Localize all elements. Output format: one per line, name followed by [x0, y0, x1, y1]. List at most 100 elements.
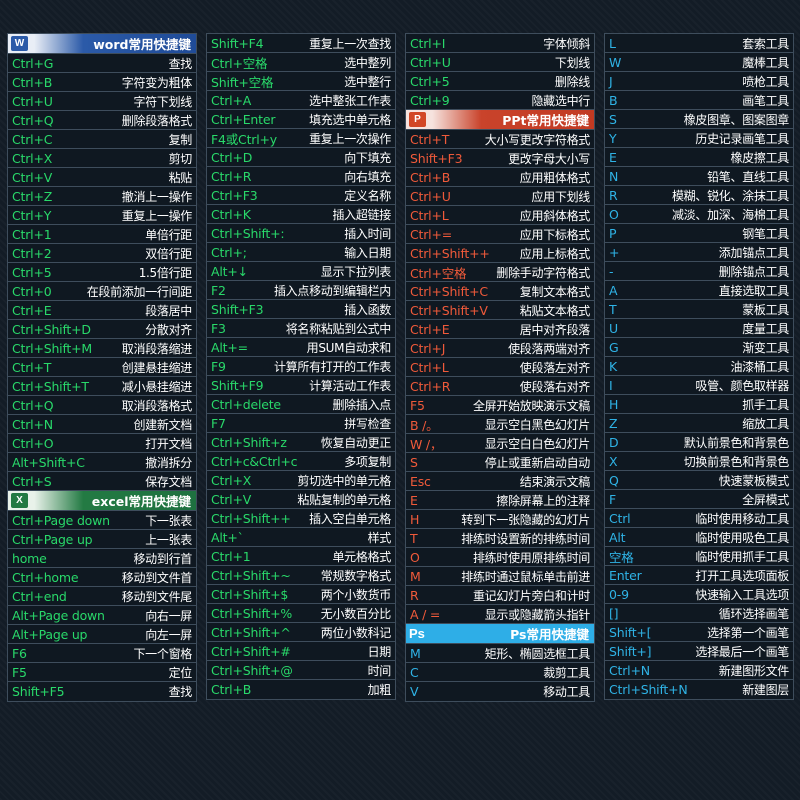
- shortcut-key: Enter: [609, 567, 642, 583]
- shortcut-key: B /。: [410, 417, 439, 433]
- shortcut-description: 移动到文件尾: [121, 589, 193, 604]
- shortcut-key: X: [609, 453, 618, 469]
- shortcut-key: Ctrl+Shift+$: [211, 586, 289, 602]
- shortcut-description: 删除插入点: [332, 397, 391, 412]
- shortcut-key: Ctrl+Page up: [12, 531, 93, 547]
- shortcut-row: S 橡皮图章、图案图章: [605, 110, 793, 129]
- shortcut-row: Ctrl+; 输入日期: [207, 243, 395, 262]
- shortcut-row: Shift+F3 插入函数: [207, 300, 395, 319]
- shortcut-description: 样式: [367, 530, 392, 545]
- shortcut-description: 油漆桶工具: [730, 359, 789, 374]
- shortcut-row: Ctrl+Z 撤消上一操作: [8, 187, 196, 206]
- shortcut-description: 停止或重新启动自动: [484, 455, 591, 470]
- shortcut-key: Ctrl+c&Ctrl+c: [211, 453, 298, 469]
- shortcut-row: F5 全屏开始放映演示文稿: [406, 396, 594, 415]
- shortcut-description: 吸管、颜色取样器: [695, 378, 789, 393]
- shortcut-key: -: [609, 263, 614, 279]
- shortcut-key: Ctrl+Shift+%: [211, 605, 293, 621]
- shortcut-key: S: [410, 454, 418, 470]
- shortcut-row: I 吸管、颜色取样器: [605, 376, 793, 395]
- shortcut-row: Ctrl+0 在段前添加一行间距: [8, 282, 196, 301]
- shortcut-description: 临时使用抓手工具: [695, 549, 789, 564]
- shortcut-description: 下划线: [554, 55, 590, 70]
- shortcut-description: 输入日期: [344, 245, 391, 260]
- shortcut-description: 下一张表: [145, 513, 192, 528]
- shortcut-key: U: [609, 320, 618, 336]
- shortcut-description: 更改字母大小写: [508, 151, 590, 166]
- shortcut-key: Ctrl+U: [12, 93, 53, 109]
- shortcut-row: J 喷枪工具: [605, 72, 793, 91]
- shortcut-row: home 移动到行首: [8, 549, 196, 568]
- shortcut-key: V: [410, 684, 419, 699]
- shortcut-row: Ctrl+B 字符变为粗体: [8, 73, 196, 92]
- shortcut-description: 缩放工具: [742, 416, 789, 431]
- shortcut-key: 0-9: [609, 586, 629, 602]
- shortcut-row: Ctrl+1 单元格格式: [207, 547, 395, 566]
- shortcut-description: 计算所有打开的工作表: [273, 359, 391, 374]
- shortcut-row: Ctrl+Shift+@ 时间: [207, 661, 395, 680]
- shortcut-key: I: [609, 377, 613, 393]
- shortcut-description: 应用下划线: [531, 189, 590, 204]
- shortcut-row: Ctrl+Shift+z 恢复自动更正: [207, 433, 395, 452]
- shortcut-key: Ctrl+Shift+@: [211, 662, 293, 678]
- shortcut-key: Ctrl+空格: [211, 55, 268, 71]
- shortcut-row: Ctrl+Q 取消段落格式: [8, 396, 196, 415]
- shortcut-key: Ctrl+T: [410, 131, 450, 147]
- shortcut-row: Ctrl+Enter 填充选中单元格: [207, 110, 395, 129]
- shortcut-description: 抓手工具: [742, 397, 789, 412]
- shortcut-description: 度量工具: [742, 321, 789, 336]
- shortcut-row: 空格 临时使用抓手工具: [605, 547, 793, 566]
- shortcut-row: E 橡皮擦工具: [605, 148, 793, 167]
- shortcut-row: Ctrl+delete 删除插入点: [207, 395, 395, 414]
- shortcut-description: 套索工具: [742, 36, 789, 51]
- shortcut-row: Ctrl+Shift+^ 两位小数科记: [207, 623, 395, 642]
- shortcut-row: Ctrl+5 删除线: [406, 72, 594, 91]
- shortcut-description: 插入函数: [344, 302, 391, 317]
- shortcut-description: 将名称粘贴到公式中: [285, 321, 392, 336]
- shortcut-row: Ctrl+= 应用下标格式: [406, 225, 594, 244]
- shortcut-row: Ctrl+Shift+: 插入时间: [207, 224, 395, 243]
- shortcut-row: Ctrl+J 使段落两端对齐: [406, 339, 594, 358]
- shortcut-row: Ctrl+Y 重复上一操作: [8, 206, 196, 225]
- shortcut-row: Ctrl+end 移动到文件尾: [8, 587, 196, 606]
- shortcut-row: Alt+Page down 向右一屏: [8, 606, 196, 625]
- shortcut-description: 插入时间: [344, 226, 391, 241]
- shortcut-description: 显示空白黑色幻灯片: [484, 417, 591, 432]
- shortcut-key: Ctrl+A: [211, 92, 252, 108]
- shortcut-row: K 油漆桶工具: [605, 357, 793, 376]
- shortcut-key: +: [609, 244, 620, 260]
- ppt-app-icon: P: [409, 112, 426, 127]
- shortcut-description: 常规数字格式: [320, 568, 392, 583]
- shortcut-row: Ctrl+U 应用下划线: [406, 187, 594, 206]
- shortcut-key: P: [609, 225, 617, 241]
- shortcut-row: + 添加锚点工具: [605, 243, 793, 262]
- shortcut-description: 新建图形文件: [718, 663, 790, 678]
- shortcut-description: 向右一屏: [145, 608, 192, 623]
- shortcut-row: Ctrl+B 加粗: [207, 680, 395, 699]
- shortcut-key: O: [410, 549, 420, 565]
- shortcut-description: 临时使用移动工具: [695, 511, 789, 526]
- shortcut-description: 添加锚点工具: [718, 245, 790, 260]
- shortcut-row: Shift+空格 选中整行: [207, 72, 395, 91]
- shortcut-key: Alt+`: [211, 529, 244, 545]
- shortcut-key: Ctrl+9: [410, 92, 450, 108]
- shortcut-description: 选中整行: [344, 74, 391, 89]
- shortcut-key: F4或Ctrl+y: [211, 131, 277, 147]
- shortcut-row: Esc 结束演示文稿: [406, 472, 594, 491]
- shortcut-description: 填充选中单元格: [309, 112, 391, 127]
- shortcut-key: A / =: [410, 606, 441, 622]
- shortcut-description: 在段前添加一行间距: [86, 284, 193, 299]
- shortcut-key: Ctrl+1: [12, 226, 52, 242]
- shortcut-row: M 排练时通过鼠标单击前进: [406, 567, 594, 586]
- shortcut-row: C 裁剪工具: [406, 663, 594, 682]
- shortcut-key: Ctrl+Shift+z: [211, 434, 287, 450]
- shortcut-description: 应用下标格式: [519, 227, 591, 242]
- shortcut-description: 应用斜体格式: [519, 208, 591, 223]
- shortcut-description: 结束演示文稿: [519, 474, 591, 489]
- excel-ppt-ps-shortcut-column: Ctrl+I 字体倾斜 Ctrl+U 下划线 Ctrl+5 删除线 Ctrl+9 隐藏选中行 P…: [405, 33, 595, 702]
- shortcut-key: Ctrl+I: [410, 35, 446, 51]
- shortcut-description: 删除段落格式: [121, 113, 193, 128]
- shortcut-row: F4或Ctrl+y 重复上一次操作: [207, 129, 395, 148]
- shortcut-row: Ctrl+S 保存文档: [8, 472, 196, 491]
